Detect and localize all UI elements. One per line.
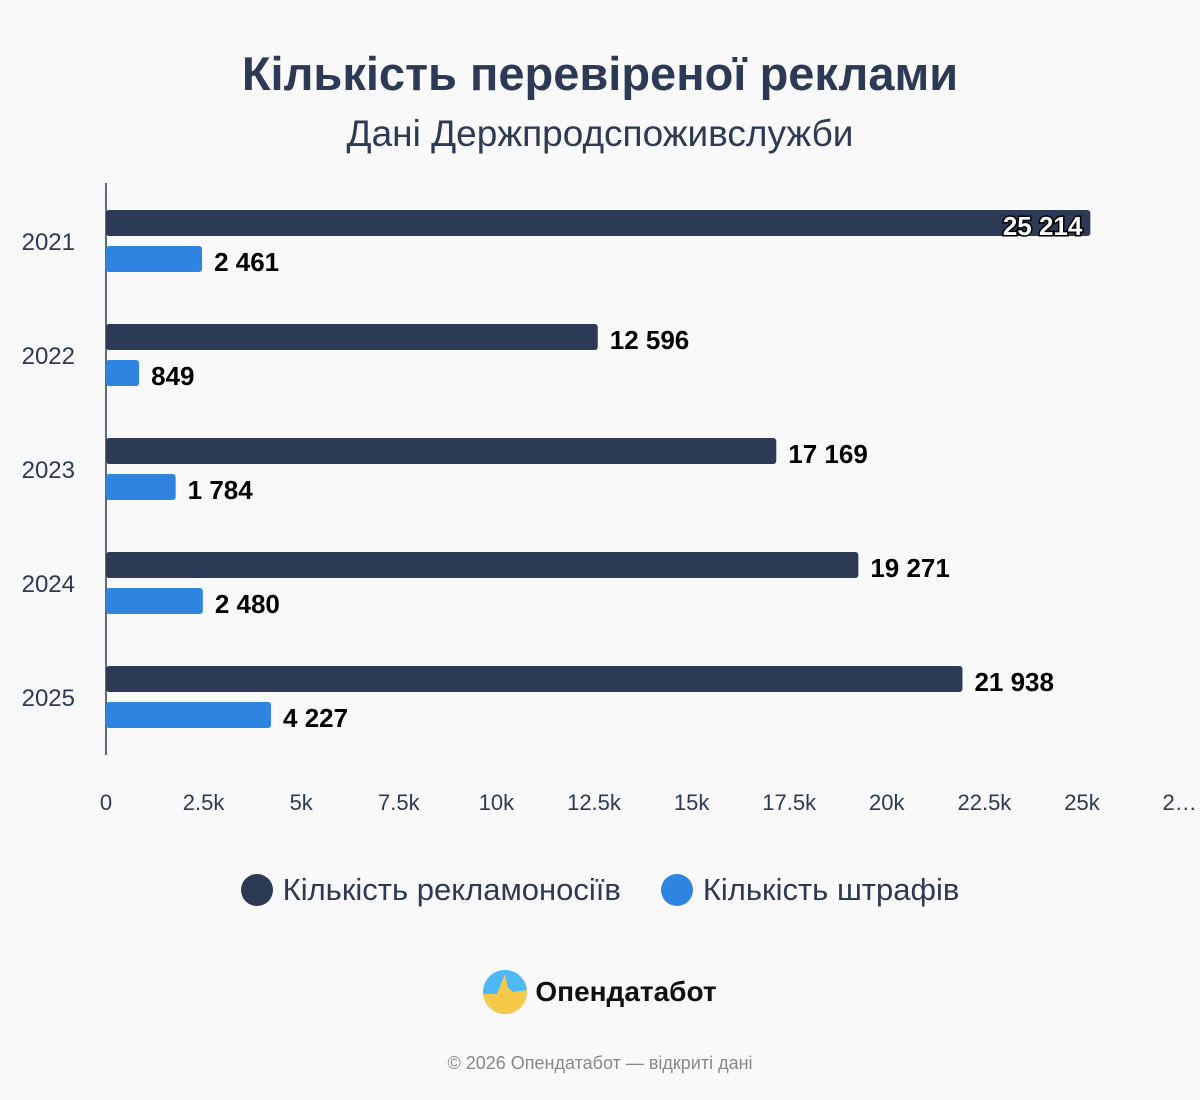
bar-ads xyxy=(106,324,598,350)
x-tick-label: 15k xyxy=(674,790,710,815)
x-tick-label: 7.5k xyxy=(378,790,421,815)
x-tick-label: 12.5k xyxy=(567,790,622,815)
bar-ads xyxy=(106,210,1091,236)
legend: Кількість рекламоносіїв Кількість штрафі… xyxy=(0,872,1200,908)
legend-swatch xyxy=(240,874,273,906)
x-tick-label: 2… xyxy=(1162,790,1196,815)
x-tick-label: 10k xyxy=(479,790,515,815)
data-label: 25 214 xyxy=(1003,211,1083,241)
data-label: 21 938 xyxy=(974,667,1054,697)
data-label: 19 271 xyxy=(870,553,950,583)
data-label: 4 227 xyxy=(283,703,348,733)
bar-ads xyxy=(106,438,777,464)
bar-ads xyxy=(106,552,859,578)
brand-logo: Опендатабот xyxy=(0,970,1200,1014)
data-label: 849 xyxy=(151,361,194,391)
x-tick-label: 0 xyxy=(100,790,112,815)
x-tick-label: 22.5k xyxy=(957,790,1012,815)
data-label: 12 596 xyxy=(610,325,690,355)
legend-item-fines[interactable]: Кількість штрафів xyxy=(660,872,960,908)
x-tick-label: 25k xyxy=(1064,790,1100,815)
data-label: 17 169 xyxy=(788,439,868,469)
y-tick-label: 2024 xyxy=(22,571,75,598)
brand-name: Опендатабот xyxy=(535,976,717,1007)
bar-fines xyxy=(106,474,176,500)
data-label: 1 784 xyxy=(188,475,254,505)
opendatabot-logo-icon xyxy=(483,970,528,1014)
x-tick-label: 20k xyxy=(869,790,905,815)
bar-fines xyxy=(106,588,203,614)
y-tick-label: 2021 xyxy=(22,229,75,256)
legend-label: Кількість рекламоносіїв xyxy=(282,872,621,907)
legend-label: Кількість штрафів xyxy=(702,872,960,907)
y-tick-label: 2022 xyxy=(22,343,75,370)
footer: © 2026 Опендатабот — відкриті дані xyxy=(447,1053,753,1073)
bar-fines xyxy=(106,360,140,386)
data-label: 2 480 xyxy=(215,589,280,619)
bar-fines xyxy=(106,702,272,728)
chart-subtitle: Дані Держпродспоживслужби xyxy=(346,113,854,154)
chart-title: Кількість перевіреної реклами xyxy=(241,47,959,100)
y-tick-label: 2025 xyxy=(22,685,75,712)
legend-swatch xyxy=(660,874,693,906)
bar-ads xyxy=(106,666,963,692)
bar-fines xyxy=(106,246,203,272)
x-tick-label: 17.5k xyxy=(762,790,817,815)
x-tick-label: 2.5k xyxy=(183,790,226,815)
y-tick-label: 2023 xyxy=(22,457,75,484)
x-tick-label: 5k xyxy=(290,790,314,815)
legend-item-ads[interactable]: Кількість рекламоносіїв xyxy=(240,872,621,908)
data-label: 2 461 xyxy=(214,247,279,277)
